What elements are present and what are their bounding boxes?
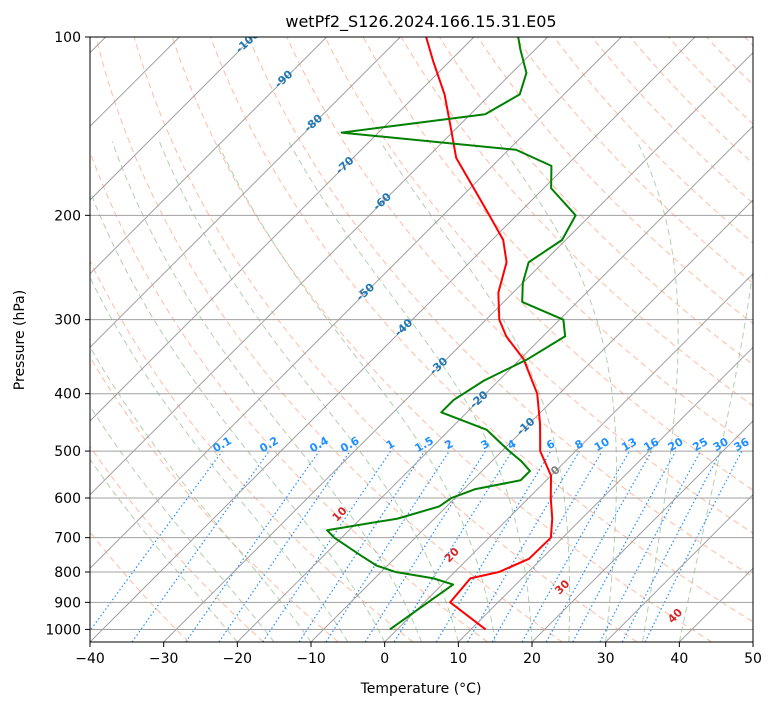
mixing-ratio-line [521, 450, 631, 642]
mixing-ratio-line [393, 450, 513, 642]
x-axis-label: Temperature (°C) [360, 681, 482, 697]
isotherm-line [90, 37, 622, 570]
x-tick-label: 20 [523, 651, 541, 667]
mixing-ratio-line [325, 450, 450, 642]
isotherm-line [90, 37, 328, 275]
isotherm-label: -100 [233, 27, 262, 55]
moist-adiabat-line [216, 141, 496, 642]
y-tick-label: 200 [54, 208, 81, 224]
dry-adiabat-label: 20 [442, 545, 462, 565]
plot-frame [89, 36, 754, 643]
isotherm-line [90, 37, 549, 496]
isotherm-line [90, 37, 254, 201]
mixing-ratio-label: 6 [544, 437, 557, 452]
mixing-ratio-line [572, 450, 677, 642]
y-tick-label: 500 [54, 444, 81, 460]
moist-adiabat-line [678, 265, 753, 642]
isotherm-line [90, 37, 475, 422]
isotherm-line [678, 567, 753, 642]
mixing-ratio-line [90, 450, 223, 632]
mixing-ratio-line [131, 450, 270, 642]
mixing-ratio-label: 0.4 [307, 434, 331, 455]
y-tick-label: 700 [54, 531, 81, 547]
dry-adiabat-line [210, 37, 753, 623]
mixing-ratio-line [364, 450, 486, 642]
x-tick-label: 0 [380, 651, 389, 667]
moist-adiabat-line [90, 345, 312, 642]
x-tick-label: −20 [223, 651, 253, 667]
isotherm-line [457, 346, 753, 642]
dewpoint-profile-line [326, 37, 577, 631]
y-tick-label: 800 [54, 565, 81, 581]
moist-adiabat-line [636, 141, 679, 642]
dry-adiabat-line [133, 37, 638, 642]
mixing-ratio-line [644, 450, 743, 642]
isotherm-line [752, 641, 753, 642]
profile-series [326, 37, 577, 631]
y-tick-label: 900 [54, 595, 81, 611]
dry-adiabat-line [90, 150, 488, 642]
mixing-ratio-line [262, 450, 392, 642]
x-tick-label: −30 [149, 651, 179, 667]
dry-adiabats [90, 37, 753, 642]
dry-adiabat-line [591, 37, 753, 204]
dry-adiabat-line [171, 37, 712, 642]
y-tick-label: 100 [54, 30, 81, 46]
x-tick-label: −10 [296, 651, 326, 667]
dry-adiabat-line [553, 37, 753, 244]
mixing-ratio-label: 0.1 [210, 434, 233, 455]
dry-adiabat-line [515, 37, 753, 284]
x-tick-label: 30 [597, 651, 615, 667]
mixing-ratio-line [218, 450, 351, 642]
temperature-profile-line [425, 37, 554, 631]
mixing-ratio-line [545, 450, 653, 642]
mixing-ratio-line [185, 450, 320, 642]
x-tick-label: −40 [75, 651, 105, 667]
plot-area: -100-90-80-70-60-50-40-30-20-1000.1 0.2 0.… [90, 27, 753, 642]
y-axis: 100 200 300 400 500 600 700 800 900 1000 [45, 30, 90, 638]
dry-adiabat-line [706, 37, 753, 86]
mixing-ratio-line [599, 450, 702, 642]
isotherm-grid [90, 37, 753, 642]
dry-adiabat-label: 10 [330, 504, 350, 524]
dry-adiabat-line [668, 37, 753, 125]
moist-adiabat-line [379, 141, 571, 642]
isotherm-line [384, 272, 753, 642]
mixing-ratio-label: 3 [479, 437, 492, 452]
dry-adiabat-line [90, 259, 414, 642]
y-axis-label: Pressure (hPa) [12, 290, 28, 390]
x-tick-label: 50 [744, 651, 762, 667]
y-tick-label: 600 [54, 491, 81, 507]
mixing-ratio-label: 0.2 [257, 434, 280, 455]
x-axis: −40 −30 −20 −10 0 10 20 30 40 50 [75, 642, 762, 667]
dry-adiabat-line [90, 531, 190, 642]
dry-adiabat-line [90, 445, 264, 642]
y-tick-label: 400 [54, 387, 81, 403]
isotherm-line [163, 51, 753, 642]
y-tick-label: 1000 [45, 622, 81, 638]
isotherm-line [605, 493, 753, 642]
mixing-ratio-label: 2 [442, 437, 455, 452]
chart-title: wetPf2_S126.2024.166.15.31.E05 [285, 12, 556, 32]
mixing-ratio-line [298, 450, 425, 642]
x-tick-label: 40 [670, 651, 688, 667]
dry-adiabat-line [95, 37, 563, 642]
dry-adiabat-line [286, 37, 753, 534]
dry-adiabat-line [324, 37, 753, 491]
pressure-grid [90, 37, 753, 630]
isotherm-line [90, 37, 696, 642]
dry-adiabat-line [248, 37, 753, 578]
y-tick-label: 300 [54, 313, 81, 329]
mixing-ratio-label: 1 [384, 437, 397, 452]
mixing-ratio-line [466, 450, 580, 642]
isotherm-line [90, 37, 401, 349]
mixing-ratio-label: 0.6 [338, 434, 362, 455]
x-tick-label: 10 [449, 651, 467, 667]
isotherm-line [531, 420, 753, 642]
dry-adiabat-line [90, 356, 339, 642]
isotherm-line [310, 199, 753, 642]
dry-adiabat-line [744, 37, 753, 47]
mixing-ratio-lines [90, 450, 743, 642]
